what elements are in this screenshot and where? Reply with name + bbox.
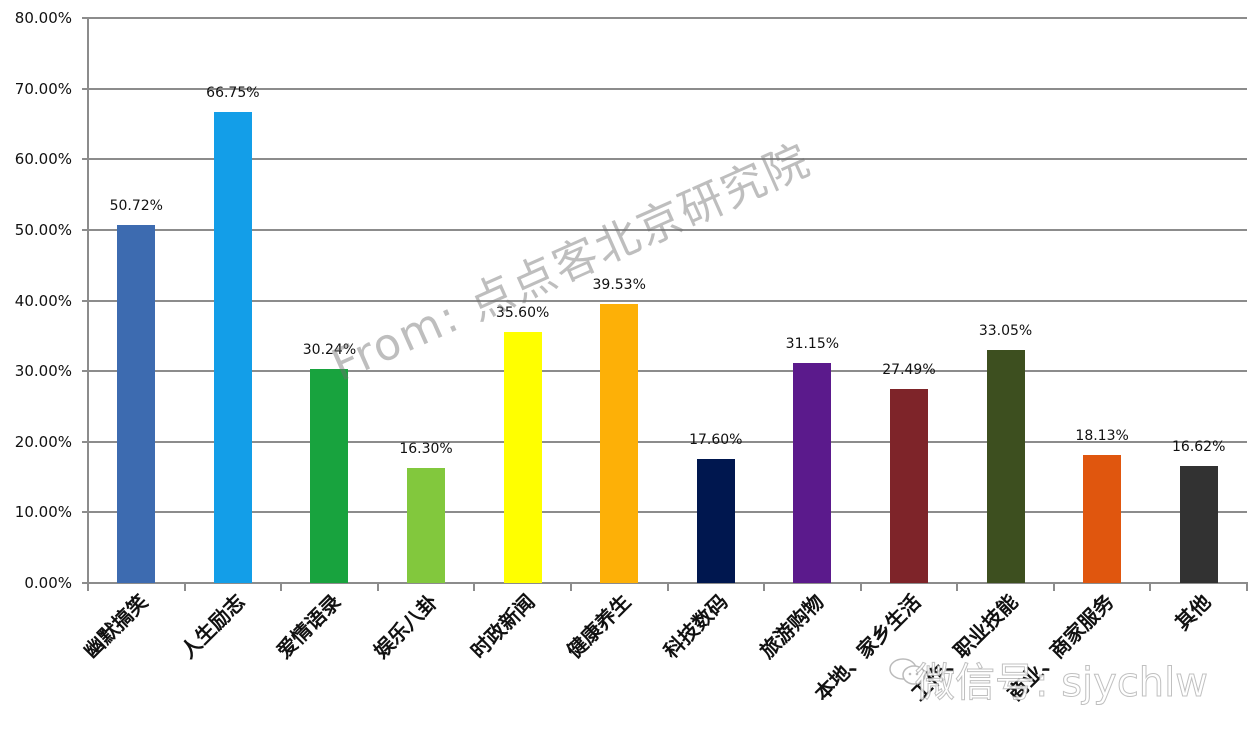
x-tick xyxy=(183,583,186,591)
x-tick-label: 人生励志 xyxy=(175,589,250,664)
gridline xyxy=(82,370,1247,373)
x-tick xyxy=(666,583,669,591)
x-tick-label: 其他 xyxy=(1169,589,1216,635)
data-label: 33.05% xyxy=(978,322,1033,339)
x-tick xyxy=(1246,583,1248,591)
x-tick-label: 健康养生 xyxy=(562,589,636,664)
y-tick-label: 50.00% xyxy=(14,220,72,239)
data-label: 27.49% xyxy=(882,361,936,378)
bar xyxy=(503,331,542,583)
bar xyxy=(600,303,639,583)
wechat-icon xyxy=(889,658,926,685)
watermark-source: From: 点点客北京研究院 xyxy=(324,134,819,392)
gridline xyxy=(82,228,1247,231)
x-tick xyxy=(280,583,283,591)
bar xyxy=(1083,454,1122,583)
x-tick-label: 娱乐八卦 xyxy=(368,589,443,664)
bar xyxy=(310,369,349,583)
gridline xyxy=(82,511,1247,514)
x-tick-label: 旅游购物 xyxy=(755,589,829,664)
watermark-wechat: 微信号: sjychlw xyxy=(915,660,1209,707)
bar xyxy=(407,467,446,583)
data-label: 18.13% xyxy=(1075,427,1129,444)
bar xyxy=(696,458,735,583)
gridline xyxy=(82,299,1247,302)
bar xyxy=(986,349,1025,583)
y-axis-line xyxy=(87,18,89,584)
y-tick-label: 60.00% xyxy=(14,150,72,169)
x-tick xyxy=(1052,583,1055,591)
x-tick-label: 科技数码 xyxy=(658,589,733,664)
x-tick-label: 爱情语录 xyxy=(272,589,346,664)
data-label: 30.24% xyxy=(302,342,357,359)
bar xyxy=(1179,465,1218,583)
x-tick-label: 时政新闻 xyxy=(465,589,540,664)
gridline xyxy=(82,158,1247,161)
data-label: 31.15% xyxy=(785,336,840,352)
y-tick-label: 80.00% xyxy=(14,9,72,27)
bar xyxy=(889,388,928,583)
y-tick-label: 0.00% xyxy=(24,574,72,592)
data-label: 35.60% xyxy=(495,304,550,321)
x-tick xyxy=(956,583,959,591)
gridline xyxy=(82,87,1247,90)
x-tick xyxy=(1149,583,1152,591)
gridline xyxy=(82,440,1247,443)
x-axis-line xyxy=(82,582,1248,584)
data-label: 17.60% xyxy=(689,431,743,448)
y-tick-label: 10.00% xyxy=(14,503,72,522)
y-tick-label: 20.00% xyxy=(14,432,72,451)
bar xyxy=(213,111,252,583)
y-tick-label: 30.00% xyxy=(14,362,72,381)
x-tick xyxy=(87,583,89,591)
data-label: 16.62% xyxy=(1172,438,1226,455)
data-label: 50.72% xyxy=(109,197,163,214)
x-tick xyxy=(473,583,476,591)
x-tick xyxy=(569,583,572,591)
data-label: 66.75% xyxy=(206,84,260,101)
bar xyxy=(117,224,156,583)
bar xyxy=(793,363,832,583)
data-label: 39.53% xyxy=(592,276,646,293)
gridline xyxy=(82,17,1247,19)
y-tick-label: 70.00% xyxy=(14,79,72,98)
y-tick-label: 40.00% xyxy=(14,291,72,310)
x-tick xyxy=(376,583,379,591)
x-tick xyxy=(763,583,766,591)
x-tick-label: 幽默搞笑 xyxy=(79,589,153,664)
x-tick xyxy=(859,583,862,591)
data-label: 16.30% xyxy=(399,440,453,457)
